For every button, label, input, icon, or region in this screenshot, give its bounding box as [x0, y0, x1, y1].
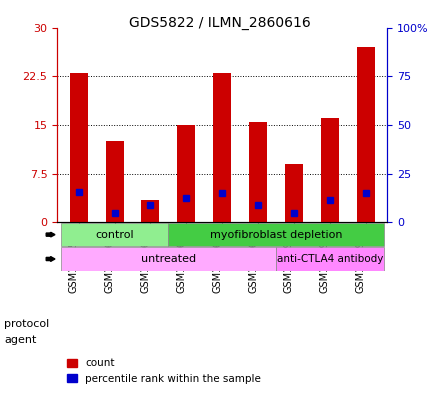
Bar	[321, 118, 339, 222]
Text: anti-CTLA4 antibody: anti-CTLA4 antibody	[277, 254, 383, 264]
FancyBboxPatch shape	[61, 223, 169, 246]
Bar	[213, 73, 231, 222]
Bar	[142, 200, 159, 222]
Text: agent: agent	[4, 335, 37, 345]
Bar	[357, 47, 374, 222]
FancyBboxPatch shape	[276, 247, 384, 271]
FancyBboxPatch shape	[61, 247, 276, 271]
Text: myofibroblast depletion: myofibroblast depletion	[210, 230, 342, 240]
Bar	[177, 125, 195, 222]
Bar	[70, 73, 88, 222]
FancyBboxPatch shape	[169, 223, 384, 246]
Text: control: control	[95, 230, 134, 240]
Text: GDS5822 / ILMN_2860616: GDS5822 / ILMN_2860616	[129, 16, 311, 30]
Text: protocol: protocol	[4, 319, 50, 329]
Legend: count, percentile rank within the sample: count, percentile rank within the sample	[62, 354, 265, 388]
Bar	[249, 122, 267, 222]
Bar	[106, 141, 124, 222]
Text: untreated: untreated	[141, 254, 196, 264]
Bar	[285, 164, 303, 222]
